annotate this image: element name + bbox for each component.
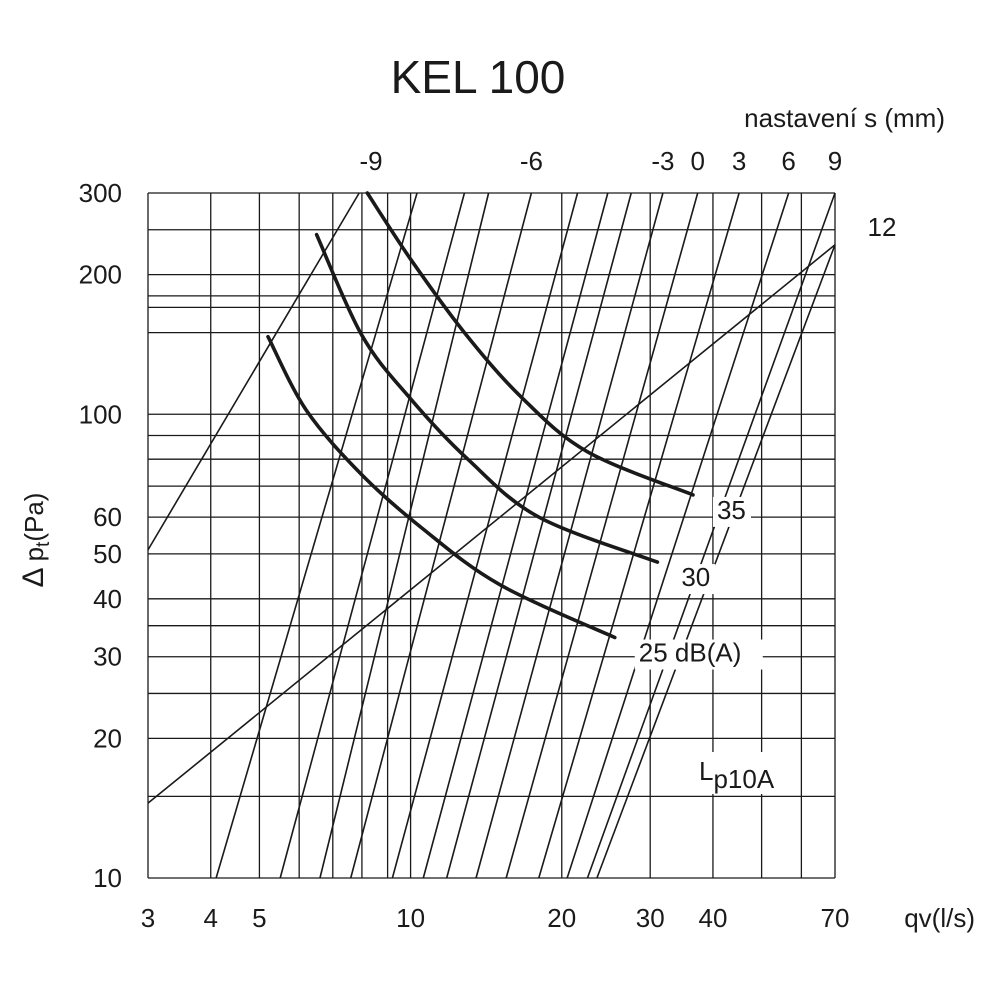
- setting-label--3: -3: [651, 146, 674, 176]
- setting-line-14: [147, 244, 836, 804]
- lp10a-annotation: Lp10A: [699, 756, 775, 794]
- setting-label--6: -6: [520, 146, 543, 176]
- curve-label-bg-0: [712, 496, 751, 527]
- y-tick-label-20: 20: [93, 723, 122, 753]
- y-axis-title-sub: t: [33, 541, 54, 547]
- x-tick-label-70: 70: [821, 903, 850, 933]
- setting-line-9: [505, 192, 699, 879]
- x-tick-label-10: 10: [396, 903, 425, 933]
- x-tick-label-30: 30: [636, 903, 665, 933]
- setting-label-3: 3: [732, 146, 746, 176]
- setting-line-6: [422, 192, 609, 879]
- grid: [147, 192, 836, 879]
- y-tick-label-50: 50: [93, 539, 122, 569]
- x-tick-label-3: 3: [141, 903, 155, 933]
- noise-curves: [266, 191, 695, 640]
- y-tick-label-100: 100: [79, 399, 122, 429]
- settings-axis-title: nastavení s (mm): [744, 103, 945, 133]
- setting-line-7: [445, 192, 632, 879]
- setting-line-11: [566, 192, 790, 879]
- y-tick-label-40: 40: [93, 584, 122, 614]
- setting-line-2: [279, 192, 466, 879]
- lp10a-main: L: [699, 756, 713, 786]
- y-tick-label-200: 200: [79, 260, 122, 290]
- y-tick-label-300: 300: [79, 178, 122, 208]
- x-axis-title: qv(l/s): [904, 903, 975, 933]
- x-tick-label-4: 4: [204, 903, 218, 933]
- noise-curve-1: [314, 232, 660, 564]
- setting-line-1: [215, 192, 418, 879]
- setting-label-0: 0: [690, 146, 704, 176]
- curve-label-0: 35: [717, 495, 746, 525]
- y-axis-title: Δpt(Pa): [17, 493, 54, 588]
- y-tick-label-30: 30: [93, 642, 122, 672]
- noise-curve-0: [365, 191, 695, 497]
- y-tick-label-60: 60: [93, 502, 122, 532]
- setting-line-5: [391, 192, 579, 879]
- curve-label-bg-2: [634, 639, 763, 670]
- x-tick-label-40: 40: [698, 903, 727, 933]
- lp10a-bg: [697, 752, 797, 794]
- y-axis-title-unit: (Pa): [19, 493, 49, 542]
- setting-label-6: 6: [781, 146, 795, 176]
- x-tick-label-20: 20: [547, 903, 576, 933]
- setting-line-4: [349, 192, 533, 879]
- setting-line-13: [596, 244, 836, 879]
- curve-label-1: 30: [681, 562, 710, 592]
- curve-label-bg-1: [677, 564, 716, 595]
- setting-line-10: [538, 192, 740, 879]
- setting-lines: [147, 192, 836, 879]
- x-tick-label-5: 5: [252, 903, 266, 933]
- y-axis-title-delta: Δ: [17, 567, 50, 587]
- curve-label-2: 25 dB(A): [639, 638, 742, 668]
- setting-label--9: -9: [359, 146, 382, 176]
- chart-title: KEL 100: [391, 51, 566, 103]
- setting-line-3: [319, 192, 490, 879]
- noise-curve-2: [266, 334, 617, 640]
- lp10a-sub: p10A: [713, 764, 774, 794]
- setting-line-12: [586, 192, 836, 879]
- y-tick-label-10: 10: [93, 863, 122, 893]
- y-axis-title-text: Δpt(Pa): [17, 493, 54, 588]
- setting-label-9: 9: [828, 146, 842, 176]
- setting-line-8: [475, 192, 664, 879]
- y-axis-title-p: p: [19, 547, 49, 561]
- setting-label-12: 12: [868, 212, 897, 242]
